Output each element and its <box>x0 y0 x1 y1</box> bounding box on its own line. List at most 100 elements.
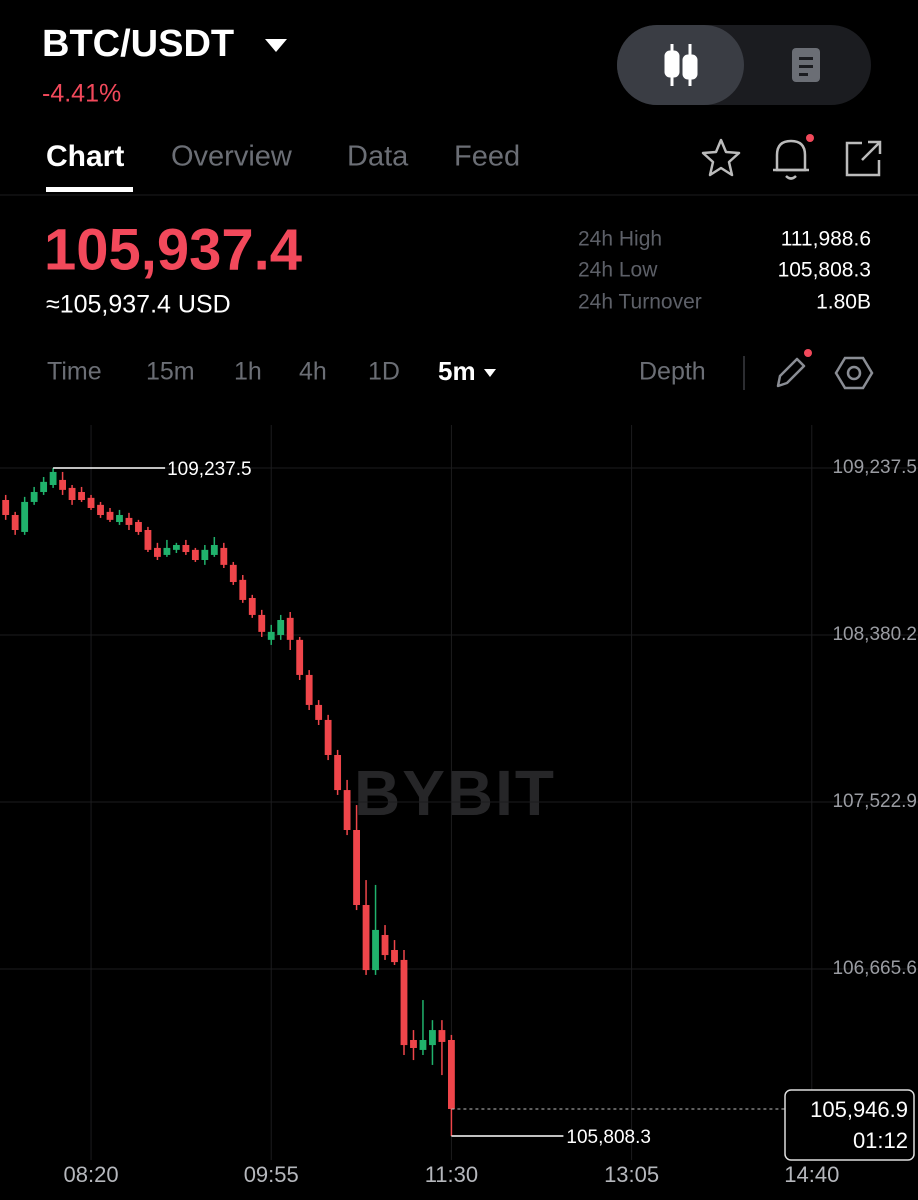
candle-body <box>248 597 256 615</box>
stat-value: 1.80B <box>816 291 871 314</box>
stat-label: 24h Turnover <box>578 291 702 314</box>
candle-body <box>381 935 389 956</box>
candle-body <box>21 501 29 532</box>
candle-body <box>391 950 398 963</box>
stat-label: 24h High <box>578 228 662 251</box>
interval[interactable]: 15m <box>146 358 195 386</box>
candle-body <box>400 959 408 1046</box>
candle-body <box>210 545 218 555</box>
candle-body <box>343 790 351 830</box>
candle-body <box>362 905 370 971</box>
tab-underline <box>46 187 133 192</box>
candle-body <box>106 511 114 520</box>
candle-body <box>447 1040 455 1109</box>
last-price-label: 105,946.9 <box>810 1097 908 1122</box>
candle-body <box>324 719 332 755</box>
candle-body <box>135 522 142 532</box>
draw-icon[interactable] <box>776 357 806 388</box>
max-marker-label: 109,237.5 <box>167 459 252 480</box>
last-price: 105,937.4 <box>44 217 302 282</box>
candle-body <box>116 515 123 523</box>
candle-body <box>68 487 76 500</box>
candle-body <box>315 704 323 720</box>
interval[interactable]: 1h <box>234 358 262 386</box>
y-tick-label: 109,237.5 <box>832 457 917 478</box>
interval[interactable]: 1D <box>368 358 400 386</box>
x-tick-label: 09:55 <box>244 1162 299 1187</box>
favorite-icon[interactable] <box>701 138 741 177</box>
candle-body <box>296 639 304 675</box>
interval-dropdown[interactable] <box>484 369 496 377</box>
interval[interactable]: Time <box>47 358 102 386</box>
watermark: BYBIT <box>354 757 556 829</box>
candle-body <box>419 1040 427 1050</box>
candle-body <box>305 674 313 705</box>
tab[interactable]: Overview <box>171 141 293 173</box>
candle-body <box>429 1030 436 1046</box>
candle-body <box>286 617 294 640</box>
candle-icon <box>664 44 698 86</box>
candle-body <box>353 830 360 905</box>
candle-body <box>239 579 247 600</box>
tab-active[interactable]: Chart <box>46 140 124 173</box>
x-tick-label: 14:40 <box>784 1162 839 1187</box>
depth-button[interactable]: Depth <box>639 358 706 386</box>
candle-body <box>144 530 152 550</box>
x-tick-label: 13:05 <box>604 1162 659 1187</box>
y-tick-label: 108,380.2 <box>832 624 917 645</box>
interval-active[interactable]: 5m <box>438 356 476 386</box>
x-tick-label: 11:30 <box>425 1162 478 1187</box>
interval[interactable]: 4h <box>299 358 327 386</box>
settings-icon[interactable] <box>834 356 874 390</box>
alert-icon[interactable] <box>773 139 809 180</box>
candle-body <box>229 564 237 583</box>
view-toggle[interactable] <box>617 25 871 105</box>
candle-body <box>154 547 161 557</box>
candle-body <box>410 1040 417 1048</box>
last-price-box <box>784 1089 915 1161</box>
pair-name[interactable]: BTC/USDT <box>42 23 234 65</box>
y-tick-label: 107,522.9 <box>832 791 917 812</box>
candle-body <box>277 620 285 635</box>
usd-price: ≈105,937.4 USD <box>46 291 231 319</box>
pair-dropdown[interactable] <box>265 39 287 52</box>
candle-body <box>201 549 209 560</box>
candle-body <box>191 549 199 560</box>
tab[interactable]: Feed <box>454 141 520 173</box>
candle-body <box>49 471 57 485</box>
candle-body <box>78 492 85 500</box>
candle-body <box>163 547 171 555</box>
candle-body <box>220 547 228 565</box>
draw-dot <box>804 349 812 357</box>
y-tick-label: 106,665.6 <box>832 958 917 979</box>
candle-body <box>125 517 133 525</box>
candle-body <box>2 500 10 515</box>
tab[interactable]: Data <box>347 141 409 173</box>
stat-value: 105,808.3 <box>778 259 871 282</box>
candle-body <box>172 545 180 550</box>
candle-body <box>40 481 48 493</box>
candle-body <box>87 497 95 508</box>
info-icon[interactable] <box>792 48 820 82</box>
candle-body <box>97 504 104 515</box>
min-marker-label: 105,808.3 <box>566 1127 651 1148</box>
candle-body <box>258 614 266 632</box>
chart: BYBIT 08:20 09:55 11:30 13:05 14:40 109,237.5 1… <box>0 425 918 1187</box>
price-change: -4.41% <box>42 80 121 108</box>
candle-body <box>30 492 38 502</box>
x-tick-label: 08:20 <box>64 1162 119 1187</box>
share-icon[interactable] <box>845 140 882 177</box>
stat-label: 24h Low <box>578 259 658 282</box>
candle-body <box>182 545 190 553</box>
candle-body <box>59 479 67 490</box>
alert-dot <box>806 134 814 142</box>
candle-body <box>11 515 19 530</box>
candle-body <box>267 631 275 640</box>
toggle-selected[interactable] <box>617 25 744 105</box>
candle-body <box>372 929 379 971</box>
candle-body <box>438 1030 446 1042</box>
